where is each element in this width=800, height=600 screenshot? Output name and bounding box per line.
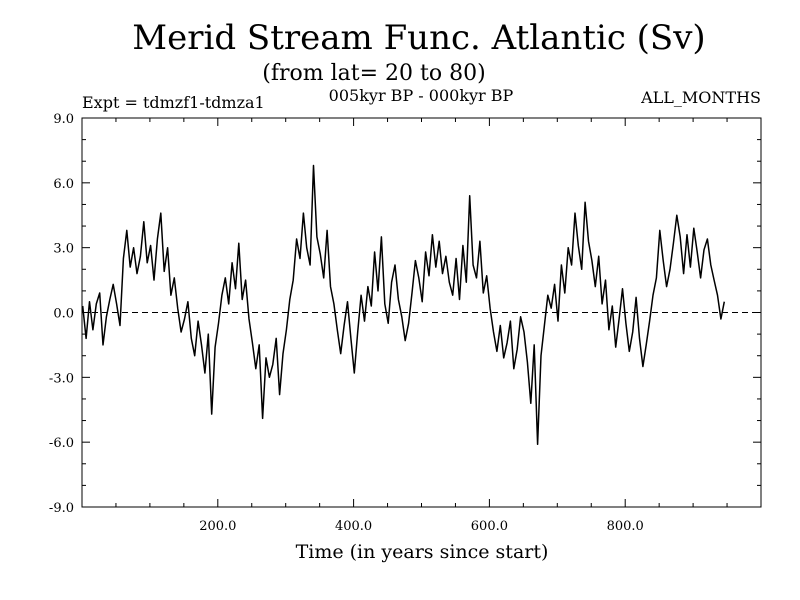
- experiment-label: Expt = tdmzf1-tdmza1: [82, 93, 265, 112]
- y-tick-label: -6.0: [49, 436, 74, 451]
- y-tick-label: 9.0: [53, 112, 74, 127]
- x-axis-label: Time (in years since start): [296, 541, 549, 563]
- chart-title: Merid Stream Func. Atlantic (Sv): [132, 18, 705, 58]
- y-tick-label: 3.0: [53, 242, 74, 257]
- y-tick-label: -9.0: [49, 501, 74, 516]
- x-tick-label: 600.0: [471, 519, 508, 534]
- x-tick-label: 800.0: [607, 519, 644, 534]
- plot-area: 9.0 6.0 3.0 0.0 -3.0 -6.0 -9.0 200.0 400.0 600.0 8…: [49, 112, 762, 534]
- y-tick-label: -3.0: [49, 371, 74, 386]
- y-tick-label: 6.0: [53, 177, 74, 192]
- months-label: ALL_MONTHS: [640, 88, 761, 107]
- x-tick-label: 200.0: [199, 519, 236, 534]
- chart-subtitle: (from lat= 20 to 80): [262, 61, 485, 86]
- y-tick-label: 0.0: [53, 307, 74, 322]
- series-line-0: [81, 164, 726, 446]
- x-tick-label: 400.0: [335, 519, 372, 534]
- period-label: 005kyr BP - 000kyr BP: [329, 86, 514, 105]
